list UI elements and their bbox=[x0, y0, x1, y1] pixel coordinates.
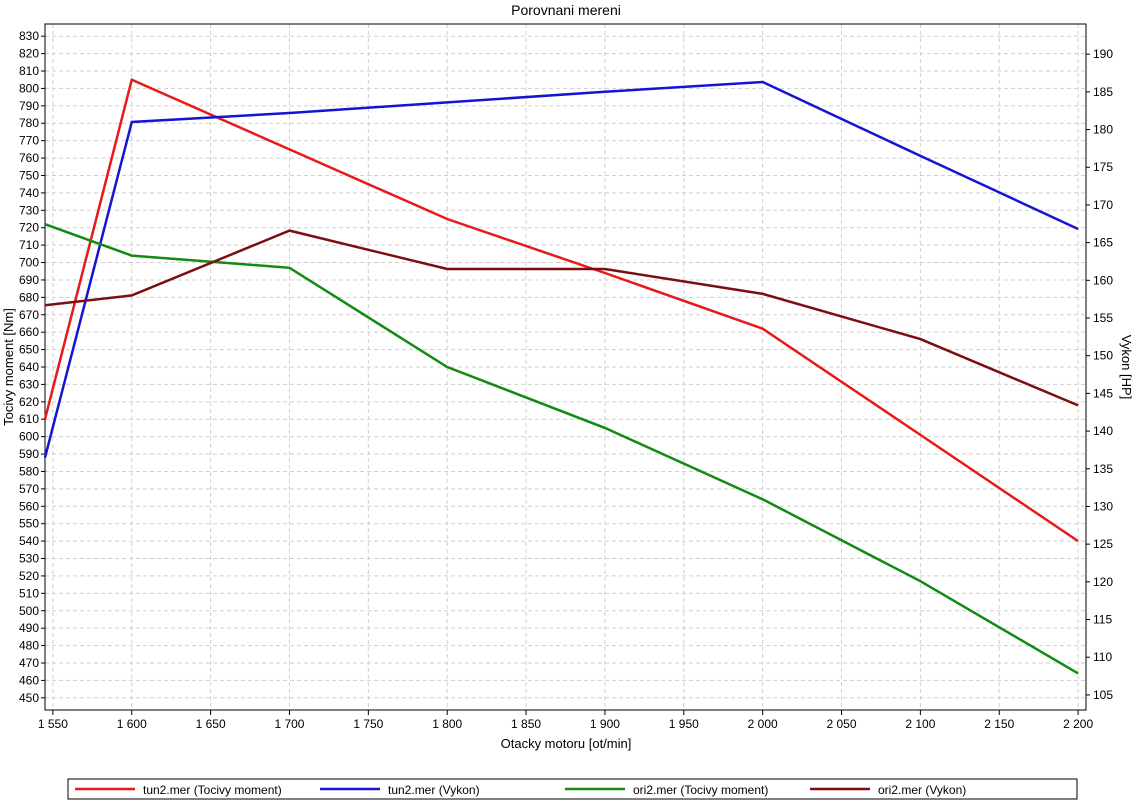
y-left-tick-label: 710 bbox=[19, 238, 39, 252]
y-left-tick-label: 530 bbox=[19, 552, 39, 566]
y-left-axis-label: Tocivy moment [Nm] bbox=[1, 308, 16, 426]
y-left-tick-label: 670 bbox=[19, 308, 39, 322]
y-right-tick-label: 120 bbox=[1093, 575, 1113, 589]
x-tick-label: 1 700 bbox=[274, 717, 304, 731]
x-tick-label: 2 200 bbox=[1063, 717, 1093, 731]
x-axis-label: Otacky motoru [ot/min] bbox=[501, 736, 632, 751]
y-left-tick-label: 640 bbox=[19, 360, 39, 374]
chart-title: Porovnani mereni bbox=[511, 2, 621, 18]
y-right-tick-label: 140 bbox=[1093, 424, 1113, 438]
legend-items: tun2.mer (Tocivy moment) tun2.mer (Vykon)… bbox=[75, 783, 966, 797]
x-tick-label: 1 600 bbox=[117, 717, 147, 731]
y-right-tick-label: 110 bbox=[1093, 650, 1112, 664]
y-right-tick-label: 105 bbox=[1093, 688, 1113, 702]
y-left-tick-label: 790 bbox=[19, 99, 39, 113]
series-line bbox=[43, 80, 1079, 458]
y-left-tick-label: 750 bbox=[19, 168, 39, 182]
y-left-tick-label: 500 bbox=[19, 604, 39, 618]
legend-label: ori2.mer (Vykon) bbox=[878, 783, 966, 797]
y-left-tick-label: 570 bbox=[19, 482, 39, 496]
x-axis-ticks: 1 550 1 600 1 650 1 700 1 750 1 800 1 850 1 900… bbox=[38, 710, 1093, 731]
y-left-tick-label: 780 bbox=[19, 116, 39, 130]
y-left-tick-label: 810 bbox=[19, 64, 39, 78]
y-left-tick-label: 630 bbox=[19, 377, 39, 391]
series-line bbox=[43, 77, 1079, 543]
x-tick-label: 1 800 bbox=[432, 717, 462, 731]
y-left-tick-label: 600 bbox=[19, 430, 39, 444]
x-tick-label: 1 750 bbox=[353, 717, 383, 731]
y-left-tick-label: 610 bbox=[19, 412, 39, 426]
y-left-tick-label: 480 bbox=[19, 639, 39, 653]
x-tick-label: 2 100 bbox=[905, 717, 935, 731]
y-right-tick-label: 180 bbox=[1093, 123, 1113, 137]
y-left-tick-label: 470 bbox=[19, 656, 39, 670]
y-right-tick-label: 145 bbox=[1093, 386, 1113, 400]
x-tick-label: 1 650 bbox=[196, 717, 226, 731]
x-tick-label: 1 550 bbox=[38, 717, 68, 731]
y-left-tick-label: 490 bbox=[19, 621, 39, 635]
y-left-tick-label: 720 bbox=[19, 221, 39, 235]
y-left-tick-label: 660 bbox=[19, 325, 39, 339]
y-right-tick-label: 160 bbox=[1093, 273, 1113, 287]
series-line bbox=[44, 223, 1079, 675]
series-lines bbox=[43, 77, 1079, 675]
x-tick-label: 2 150 bbox=[984, 717, 1014, 731]
y-left-axis-ticks: 450 460 470 480 490 500 510 520 530 540 550 560 570 5… bbox=[19, 29, 45, 705]
y-left-tick-label: 770 bbox=[19, 134, 39, 148]
y-right-tick-label: 135 bbox=[1093, 462, 1113, 476]
y-right-tick-label: 175 bbox=[1093, 160, 1113, 174]
y-left-tick-label: 460 bbox=[19, 673, 39, 687]
y-right-tick-label: 155 bbox=[1093, 311, 1113, 325]
y-left-tick-label: 760 bbox=[19, 151, 39, 165]
y-right-tick-label: 115 bbox=[1093, 613, 1112, 627]
y-right-tick-label: 190 bbox=[1093, 47, 1113, 61]
y-left-tick-label: 740 bbox=[19, 186, 39, 200]
y-right-tick-label: 130 bbox=[1093, 499, 1113, 513]
y-left-tick-label: 550 bbox=[19, 517, 39, 531]
x-tick-label: 1 900 bbox=[590, 717, 620, 731]
y-left-tick-label: 690 bbox=[19, 273, 39, 287]
y-left-tick-label: 800 bbox=[19, 81, 39, 95]
y-left-tick-label: 540 bbox=[19, 534, 39, 548]
series-line bbox=[44, 229, 1079, 407]
y-right-tick-label: 185 bbox=[1093, 85, 1113, 99]
x-tick-label: 2 000 bbox=[748, 717, 778, 731]
y-left-tick-label: 700 bbox=[19, 256, 39, 270]
y-left-tick-label: 450 bbox=[19, 691, 39, 705]
y-right-tick-label: 170 bbox=[1093, 198, 1113, 212]
grid bbox=[45, 24, 1086, 710]
y-right-tick-label: 125 bbox=[1093, 537, 1113, 551]
y-right-tick-label: 165 bbox=[1093, 236, 1113, 250]
legend-label: tun2.mer (Vykon) bbox=[388, 783, 480, 797]
y-left-tick-label: 520 bbox=[19, 569, 39, 583]
y-left-tick-label: 580 bbox=[19, 464, 39, 478]
legend-label: tun2.mer (Tocivy moment) bbox=[143, 783, 282, 797]
y-right-axis-ticks: 105 110 115 120 125 130 135 140 145 150 155 160 165 1… bbox=[1086, 47, 1113, 702]
legend-label: ori2.mer (Tocivy moment) bbox=[633, 783, 768, 797]
y-right-axis-label: Vykon [HP] bbox=[1119, 335, 1132, 400]
x-tick-label: 2 050 bbox=[827, 717, 857, 731]
x-tick-label: 1 850 bbox=[511, 717, 541, 731]
y-left-tick-label: 820 bbox=[19, 47, 39, 61]
y-right-tick-label: 150 bbox=[1093, 349, 1113, 363]
y-left-tick-label: 730 bbox=[19, 203, 39, 217]
x-tick-label: 1 950 bbox=[669, 717, 699, 731]
y-left-tick-label: 620 bbox=[19, 395, 39, 409]
y-left-tick-label: 830 bbox=[19, 29, 39, 43]
y-left-tick-label: 560 bbox=[19, 499, 39, 513]
y-left-tick-label: 590 bbox=[19, 447, 39, 461]
y-left-tick-label: 510 bbox=[19, 586, 39, 600]
y-left-tick-label: 650 bbox=[19, 343, 39, 357]
y-left-tick-label: 680 bbox=[19, 290, 39, 304]
